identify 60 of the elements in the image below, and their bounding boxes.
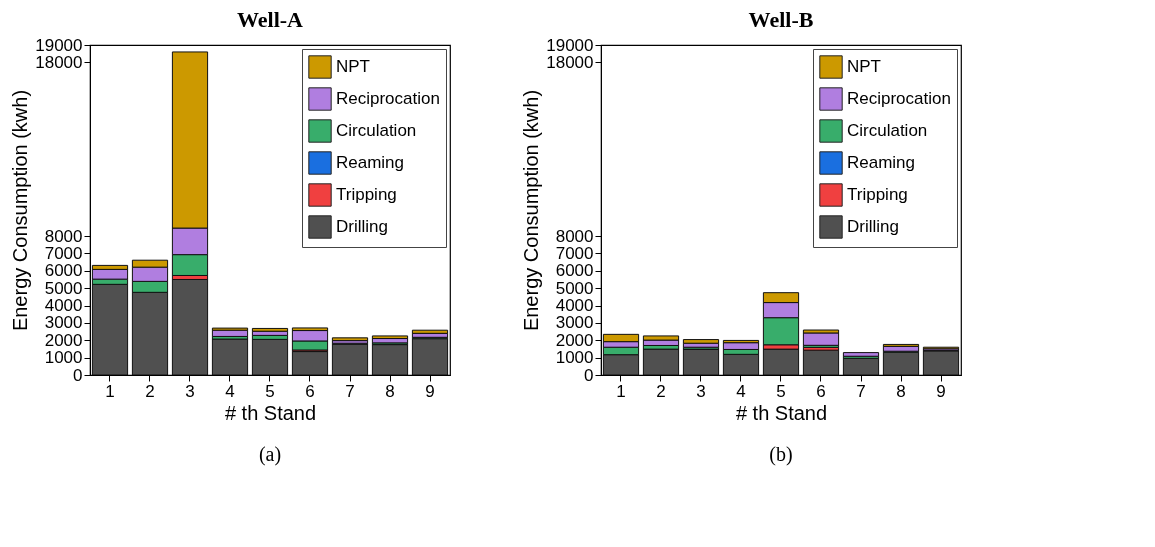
x-tick-label: 9 — [936, 381, 946, 401]
y-tick-label: 3000 — [555, 313, 594, 333]
x-tick-label: 2 — [656, 381, 666, 401]
legend-label: NPT — [847, 57, 881, 76]
x-tick-label: 8 — [385, 381, 395, 401]
y-tick-label: 8000 — [44, 226, 83, 246]
x-tick-label: 1 — [616, 381, 626, 401]
y-tick-label: 18000 — [546, 52, 594, 72]
chart-title: Well-A — [237, 7, 304, 32]
y-tick-label: 4000 — [44, 296, 83, 316]
y-tick-label: 4000 — [555, 296, 594, 316]
x-tick-label: 1 — [105, 381, 115, 401]
y-tick-label: 6000 — [44, 261, 83, 281]
y-tick-label: 5000 — [44, 278, 83, 298]
y-tick-label: 18000 — [35, 52, 83, 72]
x-axis-title: # th Stand — [735, 401, 828, 424]
legend-label: Circulation — [847, 121, 928, 140]
legend-label: NPT — [336, 57, 370, 76]
legend-label: Reciprocation — [847, 89, 951, 108]
text: (b) — [769, 443, 793, 466]
y-tick-label: 2000 — [44, 330, 83, 350]
legend-label: Circulation — [336, 121, 417, 140]
y-tick-label: 3000 — [44, 313, 83, 333]
x-tick-label: 2 — [145, 381, 155, 401]
x-tick-label: 4 — [736, 381, 746, 401]
y-tick-label: 0 — [584, 365, 594, 385]
y-axis-title: Energy Consumption (kwh) — [9, 89, 32, 332]
y-tick-label: 2000 — [555, 330, 594, 350]
x-tick-label: 5 — [265, 381, 275, 401]
chart-title: Well-B — [748, 7, 814, 32]
x-tick-label: 4 — [225, 381, 235, 401]
legend-label: Reaming — [336, 153, 405, 172]
y-tick-label: 0 — [73, 365, 83, 385]
y-tick-label: 5000 — [555, 278, 594, 298]
x-tick-label: 7 — [345, 381, 355, 401]
x-tick-label: 3 — [185, 381, 195, 401]
legend-label: Reciprocation — [336, 89, 440, 108]
x-tick-label: 9 — [425, 381, 435, 401]
y-tick-label: 8000 — [555, 226, 594, 246]
y-tick-label: 1000 — [555, 348, 594, 368]
y-tick-label: 19000 — [35, 35, 83, 55]
x-tick-label: 7 — [856, 381, 866, 401]
legend-label: Tripping — [847, 185, 908, 204]
y-tick-label: 6000 — [555, 261, 594, 281]
text: (a) — [258, 443, 282, 466]
legend-label: Drilling — [336, 217, 388, 236]
y-tick-label: 19000 — [546, 35, 594, 55]
y-tick-label: 7000 — [555, 243, 594, 263]
x-tick-label: 8 — [896, 381, 906, 401]
x-tick-label: 6 — [305, 381, 315, 401]
legend-label: Tripping — [336, 185, 397, 204]
legend-label: Drilling — [847, 217, 899, 236]
y-axis-title: Energy Consumption (kwh) — [520, 89, 543, 332]
x-tick-label: 6 — [816, 381, 826, 401]
x-axis-title: # th Stand — [224, 401, 317, 424]
legend-label: Reaming — [847, 153, 916, 172]
y-tick-label: 1000 — [44, 348, 83, 368]
x-tick-label: 5 — [776, 381, 786, 401]
x-tick-label: 3 — [696, 381, 706, 401]
y-tick-label: 7000 — [44, 243, 83, 263]
